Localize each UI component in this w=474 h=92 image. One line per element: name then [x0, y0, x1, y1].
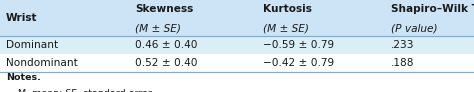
Text: 0.46 ± 0.40: 0.46 ± 0.40	[135, 40, 198, 50]
Text: −0.59 ± 0.79: −0.59 ± 0.79	[263, 40, 334, 50]
Bar	[0, 0, 474, 36]
Text: Nondominant: Nondominant	[6, 58, 78, 68]
Text: .233: .233	[391, 40, 415, 50]
Text: Skewness: Skewness	[135, 4, 193, 14]
Text: M, mean; SE, standard error.: M, mean; SE, standard error.	[18, 90, 154, 92]
Text: 0.52 ± 0.40: 0.52 ± 0.40	[135, 58, 198, 68]
Text: Notes.: Notes.	[6, 73, 41, 82]
Text: (M ± SE): (M ± SE)	[135, 23, 181, 33]
Text: .188: .188	[391, 58, 415, 68]
Bar	[0, 36, 474, 54]
Bar	[0, 54, 474, 72]
Text: (P value): (P value)	[391, 23, 438, 33]
Text: Kurtosis: Kurtosis	[263, 4, 312, 14]
Text: Wrist: Wrist	[6, 13, 37, 23]
Bar	[0, 72, 474, 92]
Text: Shapiro–Wilk Test: Shapiro–Wilk Test	[391, 4, 474, 14]
Text: Dominant: Dominant	[6, 40, 58, 50]
Text: −0.42 ± 0.79: −0.42 ± 0.79	[263, 58, 334, 68]
Text: (M ± SE): (M ± SE)	[263, 23, 309, 33]
